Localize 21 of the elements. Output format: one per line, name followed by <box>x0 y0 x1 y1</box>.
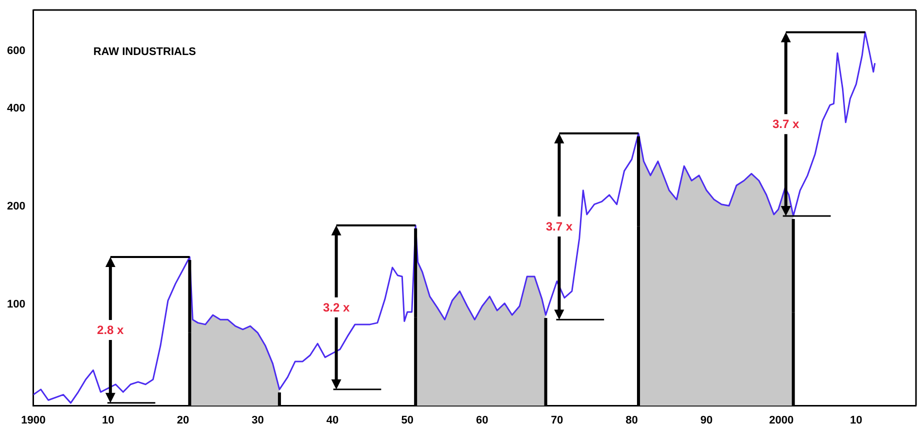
x-tick-label: 30 <box>252 414 264 426</box>
x-tick-label: 60 <box>476 414 488 426</box>
x-tick-label: 10 <box>102 414 114 426</box>
annotation: 2.8 x <box>97 322 124 337</box>
x-tick-label: 50 <box>401 414 414 426</box>
x-tick-label: 20 <box>176 414 190 426</box>
y-tick-label: 100 <box>6 298 26 311</box>
text: RAW INDUSTRIALS <box>93 46 196 58</box>
annotation: 3.7 x <box>546 220 573 234</box>
y-tick-label: 600 <box>6 44 26 57</box>
y-tick-label: 200 <box>6 200 26 212</box>
x-tick-label: 1900 <box>21 414 46 426</box>
x-tick-label: 80 <box>626 414 638 426</box>
annotation: 3.2 x <box>322 300 350 314</box>
x-tick-label: 10 <box>850 414 862 426</box>
annotation: 3.7 x <box>772 117 800 132</box>
x-tick-label: 90 <box>700 414 713 426</box>
y-tick-label: 400 <box>6 102 26 114</box>
x-tick-label: 2000 <box>769 414 794 426</box>
x-tick-label: 40 <box>326 414 339 426</box>
x-tick-label: 70 <box>550 414 564 426</box>
